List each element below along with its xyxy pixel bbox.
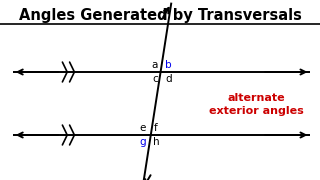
Text: b: b	[165, 60, 172, 70]
Text: f: f	[153, 123, 157, 133]
Text: Angles Generated by Transversals: Angles Generated by Transversals	[19, 8, 301, 23]
Text: g: g	[140, 137, 146, 147]
Text: h: h	[153, 137, 160, 147]
Text: a: a	[152, 60, 158, 70]
Text: alternate
exterior angles: alternate exterior angles	[209, 93, 303, 116]
Text: d: d	[165, 74, 172, 84]
Text: c: c	[152, 74, 158, 84]
Text: e: e	[140, 123, 146, 133]
